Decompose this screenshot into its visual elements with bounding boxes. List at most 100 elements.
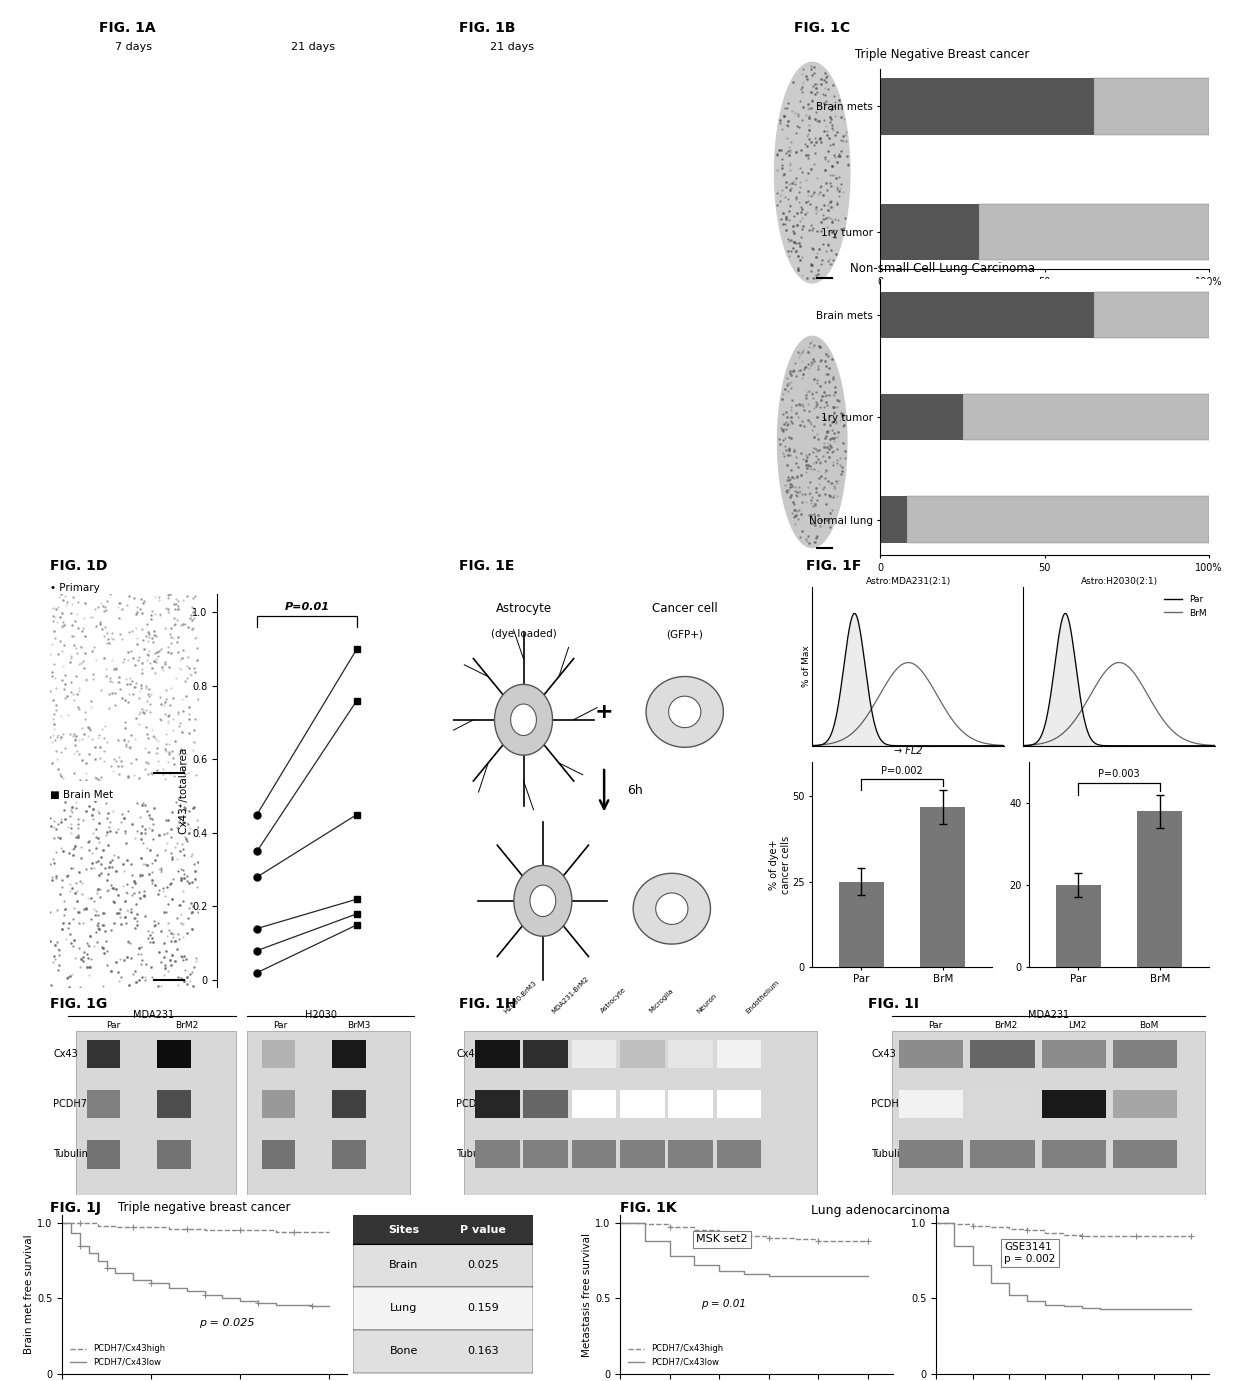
Bar [971,1141,1034,1168]
Text: LM2: LM2 [1068,1021,1086,1030]
Text: BrM2: BrM2 [176,1021,198,1030]
Text: Lung adenocarcinoma: Lung adenocarcinoma [811,1204,950,1217]
Text: P=0.002: P=0.002 [882,766,923,776]
Bar [353,1244,533,1287]
Text: 21 days: 21 days [291,43,335,52]
Text: Astrocyte: Astrocyte [600,986,627,1014]
Text: MDA231-BrM2: MDA231-BrM2 [551,975,590,1014]
Bar [899,1090,963,1119]
Bar [1137,812,1183,967]
Bar [880,497,906,543]
Text: FIG. 1A: FIG. 1A [99,21,156,35]
X-axis label: → FL2: → FL2 [894,746,923,755]
Text: MDA231: MDA231 [1028,1010,1069,1021]
Text: P value: P value [460,1225,506,1235]
Legend: Cx43⁺, Cx43⁻: Cx43⁺, Cx43⁻ [1096,0,1210,1]
Bar [717,1040,761,1068]
Text: BrM2: BrM2 [994,1021,1018,1030]
Title: Triple negative breast cancer: Triple negative breast cancer [118,1201,291,1214]
Text: FIG. 1J: FIG. 1J [50,1201,100,1215]
Bar [1094,79,1209,135]
Text: 0.163: 0.163 [467,1346,498,1356]
Y-axis label: Metastasis free survival: Metastasis free survival [582,1233,593,1356]
Bar [262,1090,295,1119]
Bar [906,497,1209,543]
Text: BoM: BoM [1138,1021,1158,1030]
Bar [332,1141,366,1168]
Bar [717,1090,761,1119]
Text: PCDH7: PCDH7 [53,1099,87,1109]
Text: FIG. 1F: FIG. 1F [806,559,862,573]
Text: ■ Brain Met: ■ Brain Met [50,790,113,800]
Polygon shape [511,704,537,736]
Bar [620,1040,665,1068]
Bar [1042,1141,1106,1168]
Bar [76,1030,236,1195]
Text: • Primary: • Primary [50,583,99,592]
Bar [247,1030,410,1195]
Polygon shape [775,62,849,283]
Bar [87,1141,120,1168]
Text: Tubulin: Tubulin [456,1149,491,1160]
Bar [971,1090,1034,1119]
Bar [262,1040,295,1068]
Y-axis label: % of dye+
cancer cells: % of dye+ cancer cells [769,836,791,894]
Polygon shape [529,885,556,917]
Text: Cx43
GFAP
GFP: Cx43 GFAP GFP [448,86,465,106]
Text: 0.025: 0.025 [467,1261,498,1271]
Bar [482,137,547,356]
Bar [620,1141,665,1168]
Legend: Par, BrM: Par, BrM [1161,591,1210,621]
Text: Par: Par [273,1021,288,1030]
Text: P=0.003: P=0.003 [1099,769,1140,779]
Text: Neuron: Neuron [697,992,718,1014]
Text: (GFP+): (GFP+) [666,630,703,639]
Bar [1094,291,1209,337]
Bar [87,1090,120,1119]
Text: H2030-BrM3: H2030-BrM3 [503,979,538,1014]
Text: 21 days: 21 days [490,43,533,52]
Bar [920,807,966,967]
Bar [899,1040,963,1068]
Bar [1112,1090,1177,1119]
Text: FIG. 1I: FIG. 1I [868,997,919,1011]
Polygon shape [668,696,701,728]
Bar [572,1090,616,1119]
Bar [157,1090,191,1119]
Bar [332,1040,366,1068]
Bar [523,1040,568,1068]
Y-axis label: Cx43⁺/total area: Cx43⁺/total area [179,747,190,834]
Bar [880,79,1094,135]
Text: GSE3141
p = 0.002: GSE3141 p = 0.002 [1004,1243,1055,1264]
Polygon shape [92,197,141,279]
Text: 0.159: 0.159 [467,1304,498,1313]
Text: Lung: Lung [391,1304,418,1313]
Text: MSK set2: MSK set2 [697,1235,748,1244]
Text: 6h: 6h [626,784,642,797]
Legend: PCDH7/Cx43high, PCDH7/Cx43low: PCDH7/Cx43high, PCDH7/Cx43low [624,1341,727,1370]
Text: Par: Par [105,1021,120,1030]
Text: FIG. 1B: FIG. 1B [459,21,516,35]
Text: Non-small Cell Lung Carcinoma: Non-small Cell Lung Carcinoma [849,262,1035,275]
Text: (dye loaded): (dye loaded) [491,630,557,639]
Text: FIG. 1G: FIG. 1G [50,997,107,1011]
Text: GFAP
ColIV
GFP: GFAP ColIV GFP [58,86,76,106]
Bar [332,1090,366,1119]
Text: Cx43: Cx43 [872,1048,897,1059]
Text: P=0.01: P=0.01 [284,602,330,612]
Polygon shape [656,894,688,924]
Bar [353,1330,533,1373]
Text: Cancer cell: Cancer cell [652,602,718,615]
Text: Tubulin: Tubulin [53,1149,88,1160]
Bar [668,1090,713,1119]
Bar [262,1141,295,1168]
Text: Triple Negative Breast cancer: Triple Negative Breast cancer [856,48,1029,61]
Bar [353,1215,533,1244]
Text: FIG. 1C: FIG. 1C [794,21,849,35]
Bar [880,203,980,260]
Text: Par: Par [928,1021,942,1030]
Text: PCDH7: PCDH7 [872,1099,905,1109]
Polygon shape [495,685,553,755]
Bar [157,1040,191,1068]
Text: p = 0.025: p = 0.025 [198,1319,254,1329]
